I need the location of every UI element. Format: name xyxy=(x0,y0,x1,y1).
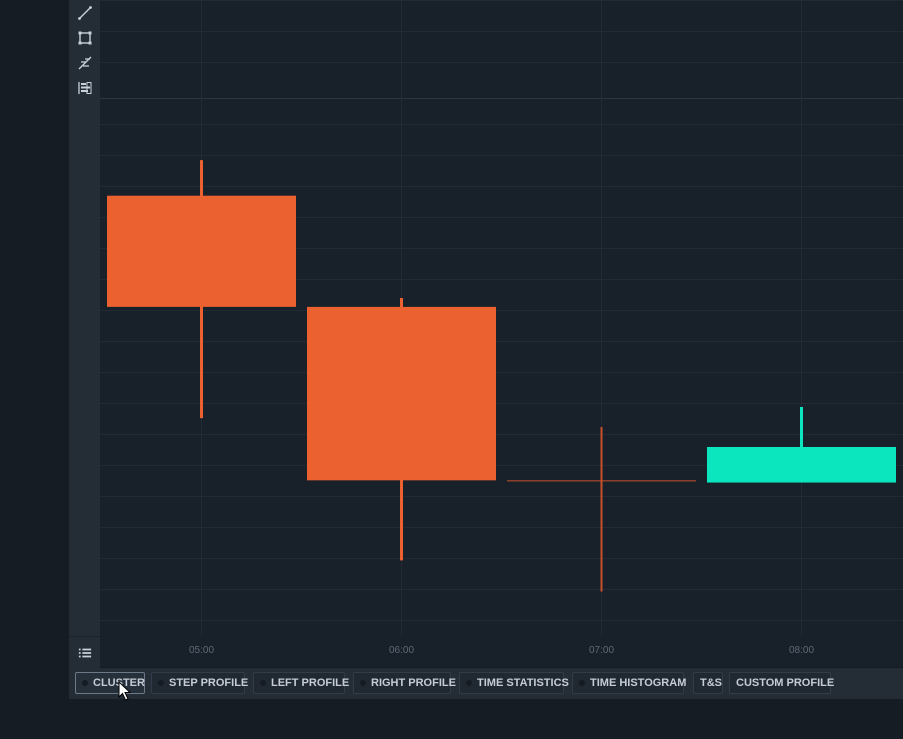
x-tick-label: 07:00 xyxy=(589,645,614,656)
chart-canvas[interactable]: 05:00 06:00 07:00 08:00 xyxy=(100,0,903,667)
left-gutter xyxy=(0,0,69,739)
x-tick-label: 05:00 xyxy=(189,645,214,656)
tab-time-statistics[interactable]: TIME STATISTICS xyxy=(459,672,569,694)
tab-label: RIGHT PROFILE xyxy=(371,677,456,689)
tab-left-profile[interactable]: LEFT PROFILE xyxy=(253,672,349,694)
tab-label: CUSTOM PROFILE xyxy=(736,677,835,689)
tab-status-dot-icon xyxy=(82,680,88,686)
list-button-panel xyxy=(69,636,100,668)
tab-status-dot-icon xyxy=(466,680,472,686)
candle-body[interactable] xyxy=(107,195,296,307)
tab-status-dot-icon xyxy=(360,680,366,686)
tab-label: STEP PROFILE xyxy=(169,677,249,689)
tab-status-dot-icon xyxy=(158,680,164,686)
mouse-cursor-icon xyxy=(118,681,132,701)
x-tick-label: 08:00 xyxy=(789,645,814,656)
candle-body[interactable] xyxy=(707,446,896,483)
x-axis-ticks: 05:00 06:00 07:00 08:00 xyxy=(189,645,814,656)
drawing-toolbar xyxy=(69,0,101,636)
chart-candles xyxy=(107,160,896,592)
tab-label: TIME HISTOGRAM xyxy=(590,677,687,689)
line-tool-icon[interactable] xyxy=(75,3,95,23)
fibonacci-tool-icon[interactable] xyxy=(75,53,95,73)
list-icon[interactable] xyxy=(75,643,95,663)
tab-step-profile[interactable]: STEP PROFILE xyxy=(151,672,248,694)
tab-label: TIME STATISTICS xyxy=(477,677,569,689)
tab-right-profile[interactable]: RIGHT PROFILE xyxy=(353,672,456,694)
candle-body[interactable] xyxy=(507,480,696,482)
tab-custom-profile[interactable]: CUSTOM PROFILE xyxy=(729,672,834,694)
tab-cluster[interactable]: CLUSTER xyxy=(75,672,145,694)
view-mode-tab-bar: CLUSTER STEP PROFILE LEFT PROFILE RIGHT PRO… xyxy=(69,668,903,699)
volume-profile-tool-icon[interactable] xyxy=(75,78,95,98)
candle-body[interactable] xyxy=(307,306,496,481)
tab-label: LEFT PROFILE xyxy=(271,677,350,689)
candlestick-chart[interactable]: 05:00 06:00 07:00 08:00 xyxy=(100,0,903,667)
tab-label: T&S xyxy=(700,677,722,689)
chart-grid xyxy=(100,0,903,636)
tab-time-histogram[interactable]: TIME HISTOGRAM xyxy=(572,672,686,694)
rectangle-tool-icon[interactable] xyxy=(75,28,95,48)
x-tick-label: 06:00 xyxy=(389,645,414,656)
status-strip xyxy=(69,699,903,739)
tab-status-dot-icon xyxy=(260,680,266,686)
tab-t-s[interactable]: T&S xyxy=(693,672,723,694)
tab-status-dot-icon xyxy=(579,680,585,686)
